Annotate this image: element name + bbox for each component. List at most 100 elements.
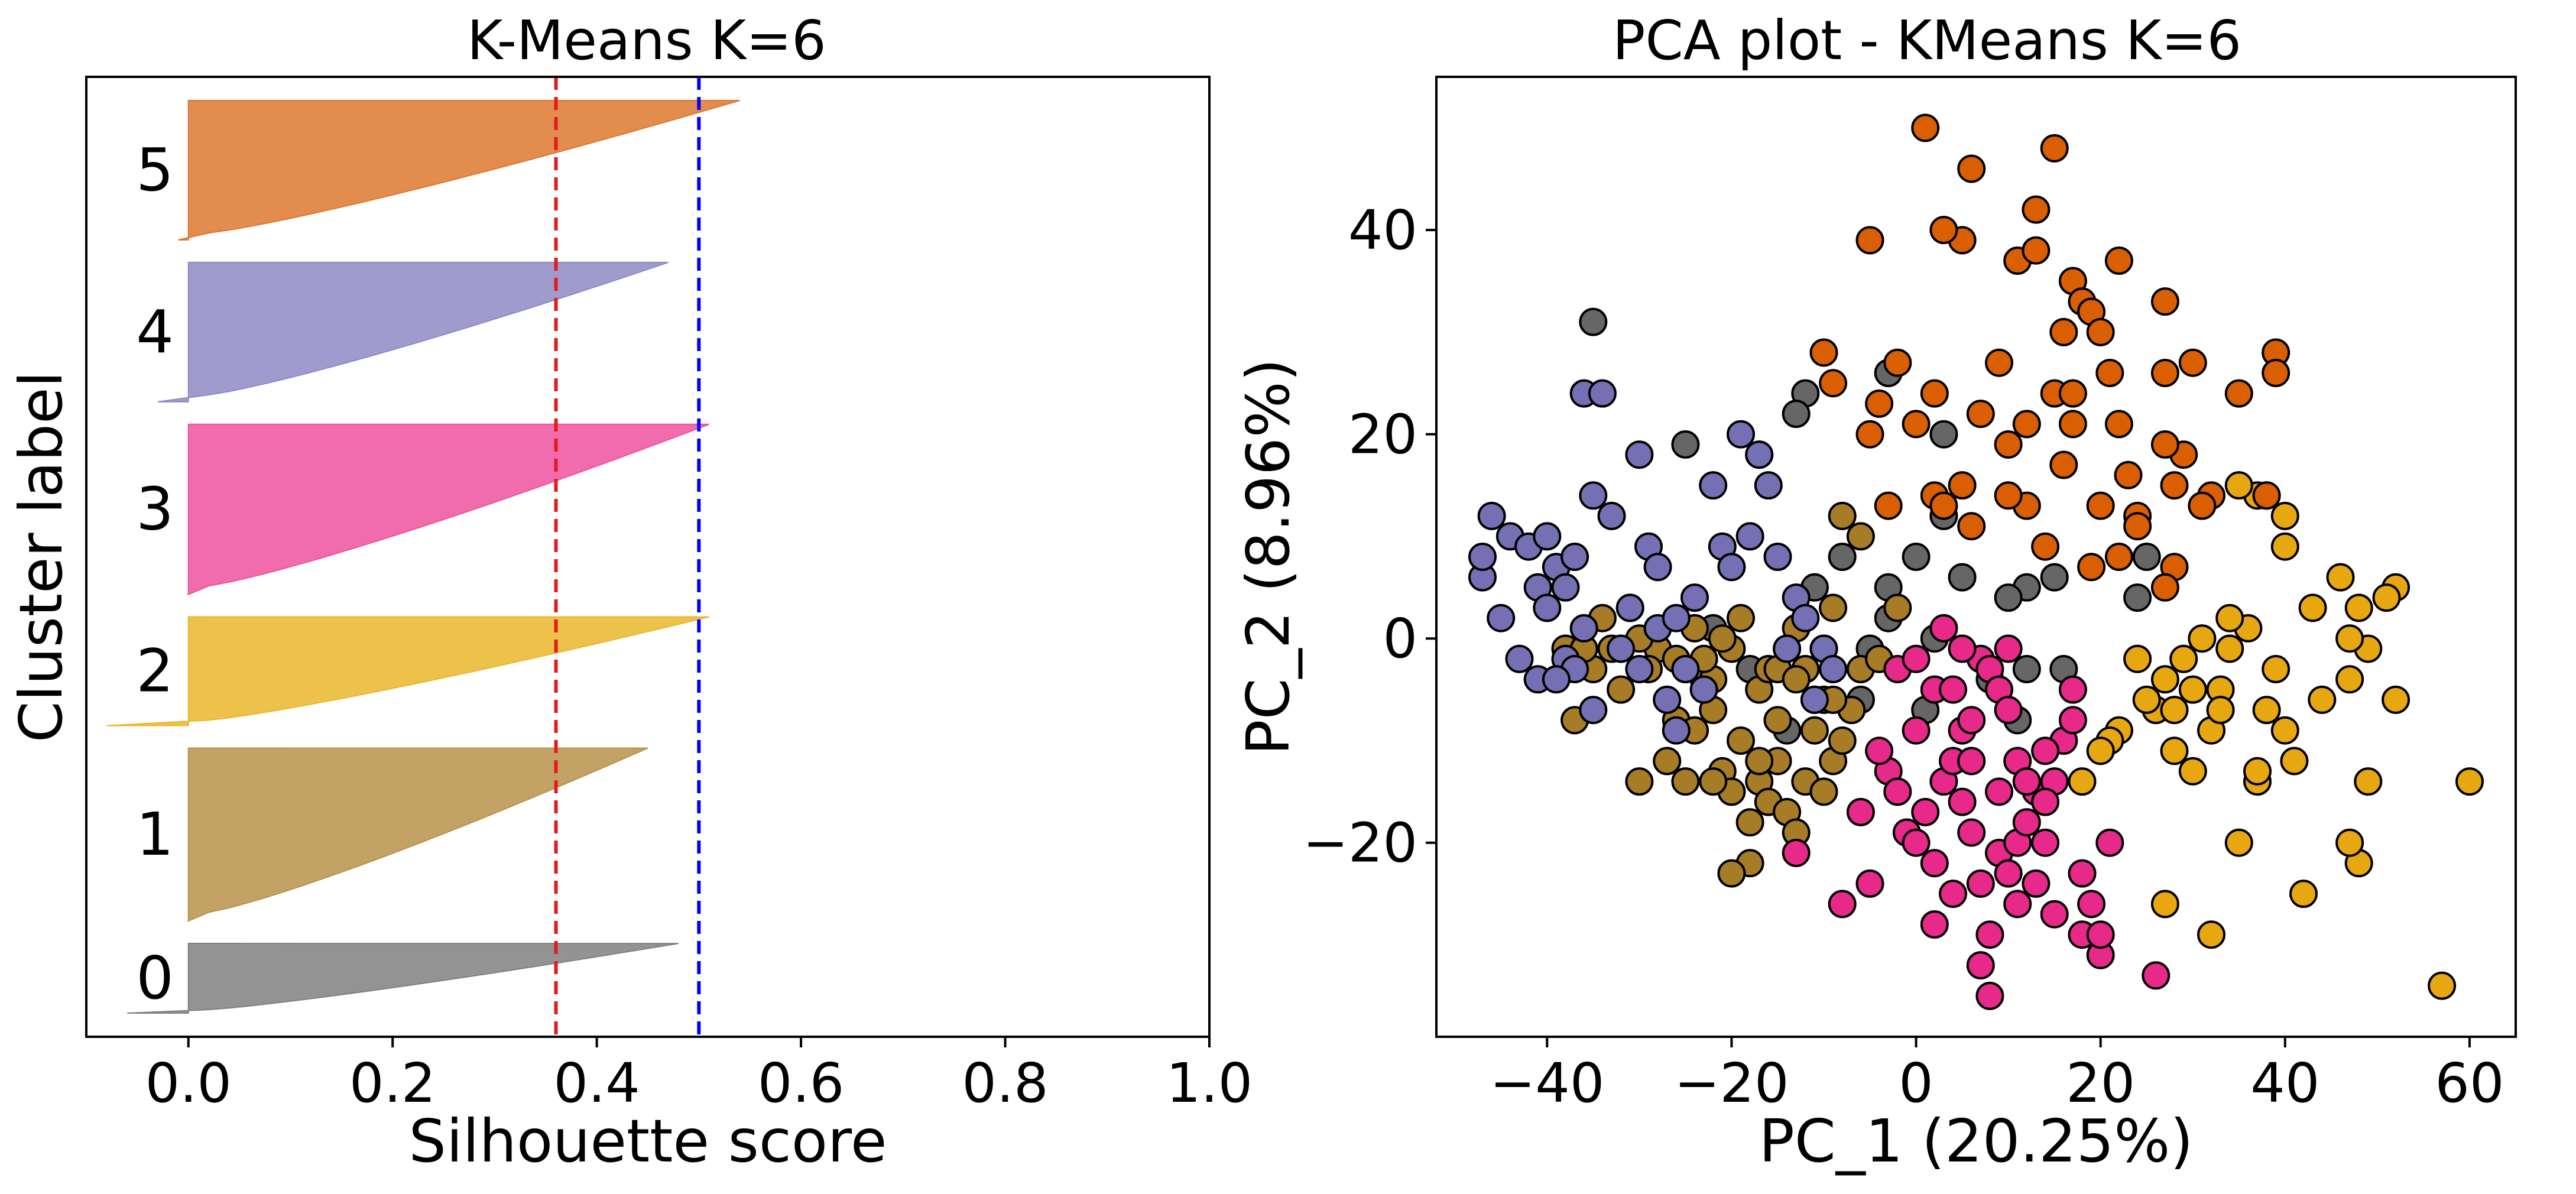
- pca-point-cluster-4: [1662, 604, 1691, 632]
- pca-point-cluster-3: [2058, 706, 2087, 735]
- pca-y-ticks: −20 0 20 40: [1303, 199, 1436, 875]
- pca-point-cluster-1: [1763, 706, 1792, 735]
- pca-point-cluster-0: [1828, 543, 1857, 571]
- pca-point-cluster-2: [2455, 767, 2484, 796]
- cluster-label-3: 3: [136, 475, 174, 544]
- pca-point-cluster-3: [1957, 747, 1986, 776]
- pca-point-cluster-5: [1911, 113, 1940, 142]
- pca-point-cluster-4: [1671, 655, 1700, 683]
- pca-point-cluster-0: [1579, 307, 1608, 336]
- pca-point-cluster-0: [1948, 563, 1977, 592]
- pca-point-cluster-5: [1948, 471, 1977, 500]
- pca-point-cluster-3: [1902, 828, 1931, 857]
- pca-point-cluster-2: [2326, 563, 2355, 592]
- silhouette-x-axis-label: Silhouette score: [409, 1107, 887, 1176]
- pca-point-cluster-5: [2123, 512, 2152, 541]
- pca-point-cluster-5: [1855, 420, 1884, 449]
- pca-point-cluster-3: [2022, 869, 2051, 898]
- pca-plot-area: [1468, 113, 2484, 1010]
- pca-point-cluster-2: [2335, 665, 2364, 694]
- pca-point-cluster-5: [2040, 134, 2069, 163]
- pca-point-cluster-1: [1828, 501, 1857, 530]
- pca-point-cluster-4: [1625, 440, 1654, 469]
- pca-point-cluster-3: [1994, 634, 2023, 663]
- x-tick-label: 60: [2435, 1052, 2504, 1115]
- pca-point-cluster-4: [1477, 501, 1506, 530]
- pca-point-cluster-3: [1957, 818, 1986, 847]
- pca-point-cluster-5: [1920, 379, 1949, 408]
- pca-point-cluster-1: [1883, 593, 1912, 622]
- pca-point-cluster-3: [1929, 614, 1958, 643]
- pca-point-cluster-5: [2150, 573, 2179, 602]
- cluster-label-0: 0: [136, 943, 174, 1013]
- pca-axes-frame: [1435, 76, 2517, 1038]
- pca-point-cluster-1: [1607, 675, 1636, 704]
- cluster-label-4: 4: [136, 297, 174, 366]
- pca-point-cluster-4: [1615, 593, 1644, 622]
- pca-point-cluster-3: [2012, 767, 2041, 796]
- pca-point-cluster-5: [2049, 450, 2078, 479]
- pca-point-cluster-4: [1597, 501, 1626, 530]
- pca-point-cluster-2: [2224, 828, 2253, 857]
- pca-point-cluster-2: [2150, 890, 2179, 919]
- pca-point-cluster-4: [1607, 634, 1636, 663]
- x-tick-label: 20: [2066, 1052, 2135, 1115]
- pca-point-cluster-3: [1985, 777, 2013, 806]
- pca-point-cluster-1: [1745, 747, 1774, 776]
- pca-point-cluster-5: [2150, 359, 2179, 387]
- pca-point-cluster-2: [2344, 593, 2373, 622]
- pca-point-cluster-5: [2188, 491, 2217, 520]
- pca-point-cluster-3: [1920, 910, 1949, 939]
- silhouette-chart: K-Means K=6 0 1 2 3 4 5 0.0 0.2 0.4 0.6 0.8 1.0 Si…: [7, 9, 1253, 1176]
- pca-point-cluster-1: [1717, 859, 1746, 888]
- pca-point-cluster-1: [1727, 604, 1755, 632]
- pca-point-cluster-5: [2012, 410, 2041, 439]
- pca-point-cluster-2: [2086, 736, 2115, 765]
- pca-point-cluster-4: [1653, 685, 1682, 714]
- pca-y-axis-label: PC_2 (8.96%): [1234, 358, 1303, 755]
- pca-point-cluster-2: [2308, 685, 2337, 714]
- pca-x-ticks: −40 −20 0 20 40 60: [1490, 1037, 2504, 1115]
- pca-point-cluster-3: [1957, 706, 1986, 735]
- pca-point-cluster-4: [1505, 644, 1534, 673]
- pca-point-cluster-4: [1727, 420, 1755, 449]
- y-tick-label: 40: [1348, 199, 1417, 262]
- pca-point-cluster-4: [1763, 543, 1792, 571]
- pca-point-cluster-4: [1662, 716, 1691, 745]
- y-tick-label: 0: [1383, 607, 1417, 670]
- pca-point-cluster-5: [2086, 317, 2115, 346]
- pca-point-cluster-4: [1754, 471, 1783, 500]
- pca-point-cluster-2: [2289, 880, 2318, 909]
- pca-point-cluster-3: [2086, 920, 2115, 949]
- pca-point-cluster-5: [1929, 491, 1958, 520]
- pca-point-cluster-5: [1809, 338, 1838, 367]
- pca-point-cluster-5: [1874, 491, 1903, 520]
- pca-point-cluster-3: [1782, 839, 1811, 867]
- pca-point-cluster-3: [1920, 849, 1949, 878]
- silhouette-cluster-1: [186, 747, 648, 923]
- pca-point-cluster-0: [1902, 543, 1931, 571]
- pca-point-cluster-1: [1819, 593, 1848, 622]
- pca-point-cluster-3: [1902, 644, 1931, 673]
- pca-point-cluster-4: [1773, 634, 1802, 663]
- pca-point-cluster-1: [1671, 767, 1700, 796]
- pca-point-cluster-2: [2132, 685, 2161, 714]
- pca-point-cluster-3: [2095, 828, 2124, 857]
- silhouette-cluster-0: [127, 943, 679, 1014]
- pca-point-cluster-2: [2270, 716, 2299, 745]
- pca-point-cluster-3: [2077, 890, 2106, 919]
- pca-point-cluster-5: [2058, 379, 2087, 408]
- pca-point-cluster-3: [1911, 797, 1940, 826]
- pca-point-cluster-5: [2058, 410, 2087, 439]
- pca-point-cluster-5: [2178, 348, 2207, 377]
- pca-point-cluster-3: [2003, 890, 2032, 919]
- pca-point-cluster-1: [1800, 716, 1829, 745]
- pca-point-cluster-1: [1727, 726, 1755, 755]
- pca-point-cluster-3: [2012, 808, 2041, 837]
- x-tick-label: −40: [1490, 1052, 1604, 1115]
- pca-point-cluster-5: [1994, 430, 2023, 459]
- pca-point-cluster-4: [1717, 553, 1746, 582]
- pca-point-cluster-3: [1846, 797, 1875, 826]
- pca-point-cluster-3: [1855, 869, 1884, 898]
- pca-point-cluster-2: [2270, 532, 2299, 561]
